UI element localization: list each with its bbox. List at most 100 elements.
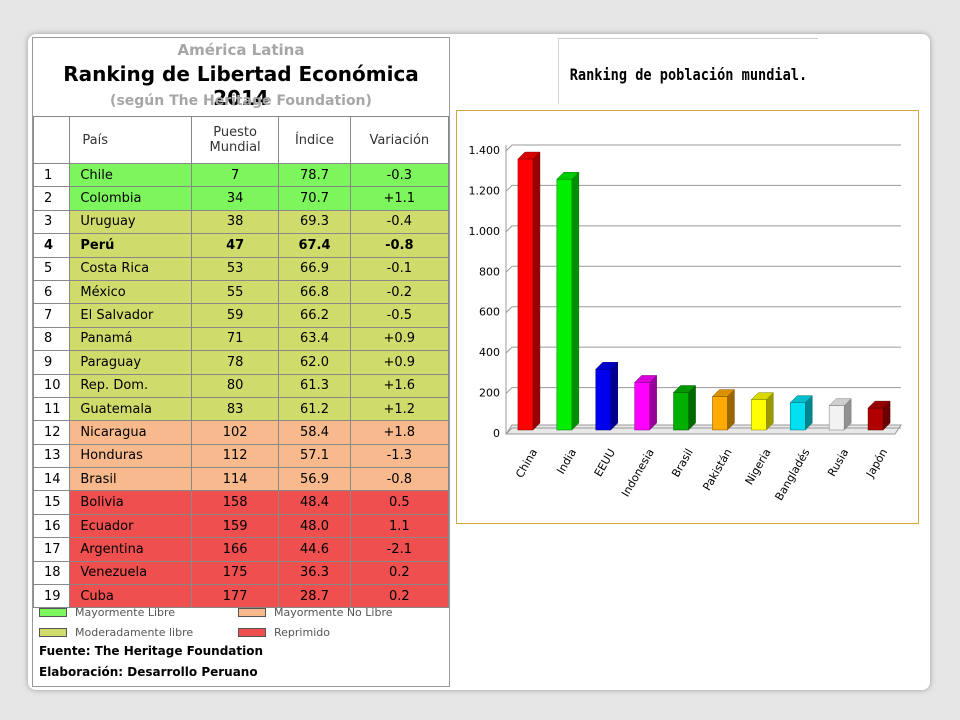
cell: 18 xyxy=(32,560,71,586)
cell: 17 xyxy=(32,537,71,562)
y-tick-label: 1.000 xyxy=(469,225,501,238)
cell: 8 xyxy=(32,326,71,352)
cell: Costa Rica xyxy=(69,256,192,281)
grid-line xyxy=(505,184,901,192)
cell: 0.2 xyxy=(349,584,450,609)
cell: Guatemala xyxy=(69,396,192,422)
bar-front xyxy=(751,399,767,431)
bar xyxy=(867,400,891,431)
cell: Honduras xyxy=(69,443,192,469)
table-row: 11 Guatemala 83 61.2 +1.2 xyxy=(32,396,450,422)
cell: Bolivia xyxy=(69,490,192,515)
bar-front xyxy=(634,382,650,431)
cell: 44.6 xyxy=(278,537,351,562)
cell: El Salvador xyxy=(69,303,192,328)
cell: 112 xyxy=(190,443,280,469)
y-tick-label: 1.400 xyxy=(469,144,501,157)
cell: Cuba xyxy=(69,584,192,609)
y-tick-label: 600 xyxy=(479,306,500,319)
table-row: 12 Nicaragua 102 58.4 +1.8 xyxy=(32,420,450,445)
table-row: 2 Colombia 34 70.7 +1.1 xyxy=(32,186,450,211)
bar-front xyxy=(712,396,728,431)
cell: 66.8 xyxy=(278,279,351,305)
grid-line xyxy=(505,144,901,152)
cell: 158 xyxy=(190,490,280,515)
legend-swatch xyxy=(238,628,266,637)
cell: +1.2 xyxy=(349,396,450,422)
chart-title: Ranking de población mundial. xyxy=(557,38,819,104)
bar xyxy=(711,389,736,431)
legend-label: Moderadamente libre xyxy=(75,626,194,639)
cell: 36.3 xyxy=(278,560,351,586)
cell: 69.3 xyxy=(278,209,351,235)
cell: 1.1 xyxy=(349,513,450,539)
cell: 80 xyxy=(190,373,280,398)
y-tick-label: 200 xyxy=(479,387,500,400)
bar xyxy=(750,392,774,431)
bar-front xyxy=(556,179,573,431)
cell: +1.6 xyxy=(349,373,450,398)
cell: 9 xyxy=(32,350,71,375)
cell: 58.4 xyxy=(278,420,351,445)
cell: 61.3 xyxy=(278,373,351,398)
cell: 177 xyxy=(190,584,280,609)
table-row: 1 Chile 7 78.7 -0.3 xyxy=(32,162,450,188)
bar xyxy=(517,151,541,431)
cell: México xyxy=(69,279,192,305)
cell: 175 xyxy=(190,560,280,586)
cell: Uruguay xyxy=(69,209,192,235)
cell: 1 xyxy=(32,162,71,188)
cell: Chile xyxy=(69,162,192,188)
cell: 62.0 xyxy=(278,350,351,375)
ranking-table: América Latina Ranking de Libertad Econó… xyxy=(32,37,450,687)
cell: 63.4 xyxy=(278,326,351,352)
bar xyxy=(789,395,813,431)
table-row: 16 Ecuador 159 48.0 1.1 xyxy=(32,513,450,539)
table-row: 5 Costa Rica 53 66.9 -0.1 xyxy=(32,256,450,281)
cell: 66.2 xyxy=(278,303,351,328)
table-row: 4 Perú 47 67.4 -0.8 xyxy=(32,233,450,258)
bar-front xyxy=(673,392,689,431)
bar-front xyxy=(790,402,806,431)
cell: 48.4 xyxy=(278,490,351,515)
table-row: 13 Honduras 112 57.1 -1.3 xyxy=(32,443,450,469)
y-tick-label: 1.200 xyxy=(469,184,501,197)
cell: +0.9 xyxy=(349,326,450,352)
cell: Argentina xyxy=(69,537,192,562)
bar-side xyxy=(571,171,580,431)
cell: 34 xyxy=(190,186,280,211)
legend-swatch xyxy=(238,608,266,617)
bar xyxy=(672,384,697,431)
cell: -0.1 xyxy=(349,256,450,281)
legend-swatch xyxy=(39,628,67,637)
cell: -2.1 xyxy=(349,537,450,562)
bar-side xyxy=(610,361,618,431)
cell: 166 xyxy=(190,537,280,562)
bar xyxy=(556,171,580,431)
table-row: 3 Uruguay 38 69.3 -0.4 xyxy=(32,209,450,235)
bar xyxy=(634,374,658,431)
cell: 114 xyxy=(190,467,280,492)
cell: 14 xyxy=(32,467,71,492)
cell: 5 xyxy=(32,256,71,281)
legend-label: Mayormente No Libre xyxy=(274,606,393,619)
cell: +1.8 xyxy=(349,420,450,445)
cell: -1.3 xyxy=(349,443,450,469)
cell: -0.8 xyxy=(349,467,450,492)
cell: 70.7 xyxy=(278,186,351,211)
cell: 16 xyxy=(32,513,71,539)
legend-item: Mayormente No Libre xyxy=(238,606,393,619)
table: País Puesto Mundial Índice Variación 1 Chile 7… xyxy=(32,116,450,609)
legend-label: Mayormente Libre xyxy=(75,606,176,619)
grid-line xyxy=(505,427,901,435)
cell: 10 xyxy=(32,373,71,398)
cell: Rep. Dom. xyxy=(69,373,192,398)
cell: 28.7 xyxy=(278,584,351,609)
cell: 66.9 xyxy=(278,256,351,281)
caption: América Latina xyxy=(177,41,305,59)
cell: Ecuador xyxy=(69,513,192,539)
cell: -0.5 xyxy=(349,303,450,328)
cell: 2 xyxy=(32,186,71,211)
footer: Elaboración: Desarrollo Peruano xyxy=(39,665,258,679)
table-row: 19 Cuba 177 28.7 0.2 xyxy=(32,584,450,609)
